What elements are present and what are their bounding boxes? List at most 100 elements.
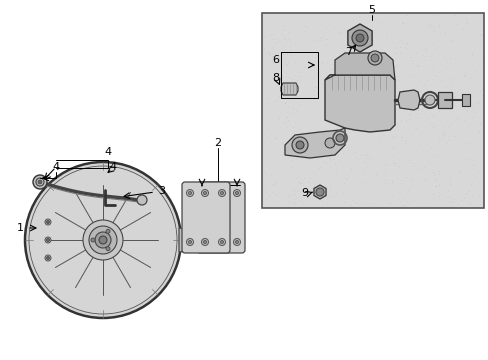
Point <box>419 81 427 87</box>
Point <box>283 62 290 68</box>
Point <box>264 51 272 57</box>
Point <box>393 51 401 57</box>
Point <box>371 68 379 73</box>
Point <box>403 111 411 117</box>
Point <box>350 190 358 196</box>
Point <box>357 172 365 178</box>
Point <box>407 54 414 60</box>
Point <box>325 155 333 161</box>
Point <box>309 87 317 93</box>
Point <box>451 22 459 27</box>
Point <box>297 130 305 136</box>
Point <box>445 76 452 82</box>
Point <box>361 86 368 92</box>
Text: 1: 1 <box>17 223 23 233</box>
Point <box>388 191 396 197</box>
Point <box>413 107 421 113</box>
Point <box>377 103 385 109</box>
Point <box>285 88 293 94</box>
Point <box>429 170 437 176</box>
Point <box>338 65 346 71</box>
Point <box>343 31 350 37</box>
Point <box>311 136 319 142</box>
Point <box>412 112 420 117</box>
Point <box>316 37 324 43</box>
Point <box>394 88 402 94</box>
Circle shape <box>203 192 206 194</box>
Point <box>380 43 388 49</box>
Point <box>407 175 415 181</box>
Point <box>304 31 311 37</box>
Point <box>409 198 417 204</box>
Point <box>300 64 307 70</box>
Point <box>401 170 409 176</box>
Point <box>327 71 335 77</box>
Point <box>406 112 413 118</box>
Point <box>402 118 409 124</box>
Circle shape <box>106 247 110 251</box>
Point <box>311 102 319 108</box>
Point <box>434 136 442 141</box>
Point <box>457 94 465 100</box>
Point <box>366 155 374 161</box>
Point <box>295 126 303 131</box>
Point <box>301 185 309 190</box>
Point <box>295 43 303 49</box>
Point <box>345 74 353 80</box>
Point <box>356 152 364 158</box>
Point <box>285 17 292 22</box>
Point <box>410 138 418 144</box>
Point <box>271 97 279 103</box>
Point <box>467 201 474 207</box>
Point <box>341 42 348 48</box>
Point <box>459 117 467 123</box>
Point <box>292 107 300 113</box>
Point <box>434 23 442 29</box>
Point <box>425 144 433 150</box>
Point <box>289 80 297 85</box>
Point <box>265 193 273 199</box>
Point <box>325 165 333 170</box>
Point <box>462 107 470 113</box>
Point <box>425 22 432 27</box>
Point <box>264 77 272 83</box>
Point <box>262 196 270 202</box>
Point <box>416 88 424 94</box>
Point <box>443 189 450 194</box>
Point <box>426 121 434 127</box>
Point <box>346 84 354 90</box>
Point <box>384 41 392 47</box>
Point <box>364 83 372 89</box>
Point <box>304 180 311 185</box>
Point <box>373 104 381 110</box>
Point <box>295 174 303 180</box>
Point <box>371 115 379 121</box>
Point <box>431 183 439 189</box>
Text: 5: 5 <box>368 5 375 15</box>
Point <box>288 188 296 194</box>
Point <box>468 162 476 168</box>
Point <box>332 148 340 153</box>
Point <box>470 173 478 179</box>
Point <box>325 96 332 102</box>
Circle shape <box>25 162 181 318</box>
Point <box>399 44 407 50</box>
Point <box>421 176 429 181</box>
Point <box>401 100 408 106</box>
Point <box>372 154 380 159</box>
Point <box>348 127 356 133</box>
Point <box>427 124 435 130</box>
Point <box>267 53 275 58</box>
Text: 6: 6 <box>272 55 279 65</box>
Point <box>349 125 357 130</box>
Point <box>267 189 275 195</box>
Circle shape <box>186 189 193 197</box>
Point <box>264 96 271 102</box>
Point <box>264 125 271 131</box>
Point <box>299 186 307 192</box>
Point <box>344 34 351 40</box>
Point <box>459 95 467 101</box>
Circle shape <box>220 240 223 243</box>
Point <box>414 203 422 209</box>
Point <box>359 158 366 164</box>
